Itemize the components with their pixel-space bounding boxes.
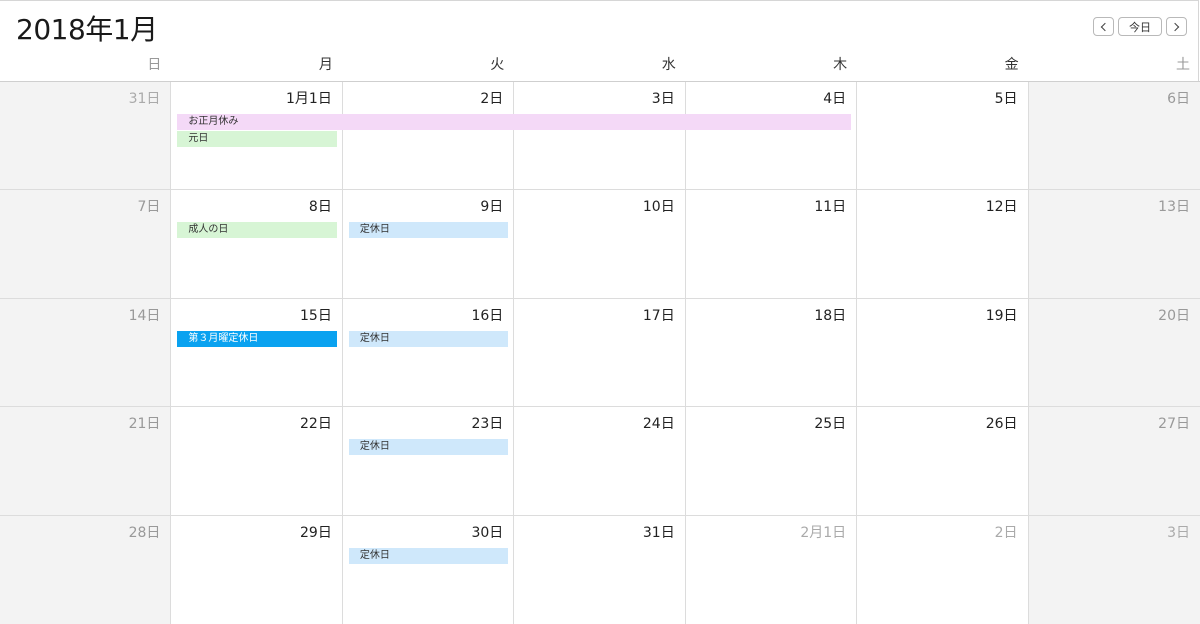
day-number: 31日 xyxy=(128,91,161,107)
day-number: 27日 xyxy=(1158,416,1190,433)
day-number: 17日 xyxy=(642,307,675,324)
chevron-right-icon xyxy=(1170,22,1180,31)
day-cell[interactable]: 14日 xyxy=(0,298,172,408)
day-number: 3日 xyxy=(1167,524,1190,541)
day-number: 8日 xyxy=(308,199,332,216)
day-cell[interactable]: 18日 xyxy=(685,298,858,408)
day-cell[interactable]: 23日 xyxy=(342,407,515,516)
calendar-nav: 今日 xyxy=(1093,17,1187,36)
month-grid: 31日 1月1日 2日 3日 4日 5日 6日 7日 8日 9日 10日 11日 12日 13日 14日 15… xyxy=(0,82,1200,624)
day-number: 15日 xyxy=(300,307,332,324)
day-number: 18日 xyxy=(814,307,847,324)
weekday-tuesday: 火 xyxy=(490,57,505,73)
day-number: 19日 xyxy=(985,307,1018,324)
day-cell[interactable]: 28日 xyxy=(0,515,172,624)
day-cell[interactable]: 10日 xyxy=(514,190,686,299)
day-cell[interactable]: 15日 xyxy=(171,298,343,408)
day-cell[interactable]: 25日 xyxy=(685,407,858,516)
day-number: 28日 xyxy=(128,524,161,541)
calendar-event[interactable]: 第３月曜定休日 xyxy=(177,330,337,347)
day-number: 30日 xyxy=(471,524,504,541)
day-number: 22日 xyxy=(300,416,332,433)
weekday-thursday: 木 xyxy=(833,57,848,73)
day-cell[interactable]: 17日 xyxy=(514,298,686,408)
day-cell[interactable]: 3日 xyxy=(514,82,686,191)
day-number: 24日 xyxy=(642,416,675,433)
events-layer: お正月休み 元日 成人の日 定休日 第３月曜定休日 定休日 定休日 定休日 xyxy=(0,82,1200,624)
day-number: 26日 xyxy=(985,416,1018,433)
day-cell[interactable]: 31日 xyxy=(514,515,686,624)
day-number: 2日 xyxy=(480,91,504,107)
day-cell[interactable]: 4日 xyxy=(685,82,858,191)
calendar-event[interactable]: 成人の日 xyxy=(177,222,337,239)
day-number: 31日 xyxy=(642,524,675,541)
day-number: 23日 xyxy=(471,416,504,433)
day-cell[interactable]: 2日 xyxy=(342,82,515,191)
weekday-saturday: 土 xyxy=(1176,57,1190,73)
day-number: 12日 xyxy=(985,199,1018,216)
day-number: 16日 xyxy=(471,307,504,324)
day-cell[interactable]: 16日 xyxy=(342,298,515,408)
day-number: 3日 xyxy=(651,91,675,107)
day-cell[interactable]: 6日 xyxy=(1028,82,1200,191)
day-cell[interactable]: 9日 xyxy=(342,190,515,299)
day-cell[interactable]: 26日 xyxy=(857,407,1029,516)
weekday-friday: 金 xyxy=(1004,57,1019,73)
day-cell[interactable]: 11日 xyxy=(685,190,858,299)
day-number: 7日 xyxy=(137,199,161,216)
today-button[interactable]: 今日 xyxy=(1118,17,1162,36)
day-number: 20日 xyxy=(1158,307,1190,324)
day-number: 1月1日 xyxy=(286,91,332,107)
day-cell[interactable]: 31日 xyxy=(0,82,172,191)
month-title: 2018年1月 xyxy=(16,13,158,46)
day-number: 29日 xyxy=(300,524,332,541)
day-cell[interactable]: 8日 xyxy=(171,190,343,299)
chevron-left-icon xyxy=(1100,22,1110,31)
day-cell[interactable]: 2月1日 xyxy=(685,515,858,624)
weekday-monday: 月 xyxy=(318,57,333,73)
day-cell[interactable]: 5日 xyxy=(857,82,1029,191)
day-cell[interactable]: 12日 xyxy=(857,190,1029,299)
day-cell[interactable]: 3日 xyxy=(1028,515,1200,624)
calendar-event[interactable]: 定休日 xyxy=(348,222,509,239)
day-cell[interactable]: 29日 xyxy=(171,515,343,624)
calendar-event[interactable]: 定休日 xyxy=(348,547,509,564)
day-cell[interactable]: 27日 xyxy=(1028,407,1200,516)
day-cell[interactable]: 30日 xyxy=(342,515,515,624)
day-cell[interactable]: 24日 xyxy=(514,407,686,516)
day-cell[interactable]: 22日 xyxy=(171,407,343,516)
calendar-event[interactable]: 元日 xyxy=(177,131,337,147)
day-number: 2月1日 xyxy=(800,524,847,541)
day-number: 2日 xyxy=(994,524,1018,541)
day-number: 25日 xyxy=(814,416,847,433)
day-number: 5日 xyxy=(994,91,1018,107)
day-number: 10日 xyxy=(642,199,675,216)
day-cell[interactable]: 13日 xyxy=(1028,190,1200,299)
next-month-button[interactable] xyxy=(1166,17,1187,36)
day-number: 11日 xyxy=(814,199,847,216)
calendar-event[interactable]: 定休日 xyxy=(348,439,509,456)
calendar-event[interactable]: お正月休み xyxy=(177,114,852,130)
day-number: 6日 xyxy=(1167,91,1190,107)
day-cell[interactable]: 19日 xyxy=(857,298,1029,408)
day-number: 21日 xyxy=(128,416,161,433)
day-cell[interactable]: 21日 xyxy=(0,407,172,516)
day-number: 4日 xyxy=(823,91,847,107)
weekday-header: 日 月 火 水 木 金 土 xyxy=(0,54,1200,82)
calendar-event[interactable]: 定休日 xyxy=(348,330,509,347)
day-number: 14日 xyxy=(128,307,161,324)
day-cell[interactable]: 2日 xyxy=(857,515,1029,624)
day-number: 13日 xyxy=(1158,199,1190,216)
weekday-wednesday: 水 xyxy=(661,57,676,73)
weekday-sunday: 日 xyxy=(147,57,162,73)
prev-month-button[interactable] xyxy=(1093,17,1114,36)
day-number: 9日 xyxy=(480,199,504,216)
day-cell[interactable]: 7日 xyxy=(0,190,172,299)
day-cell[interactable]: 20日 xyxy=(1028,298,1200,408)
